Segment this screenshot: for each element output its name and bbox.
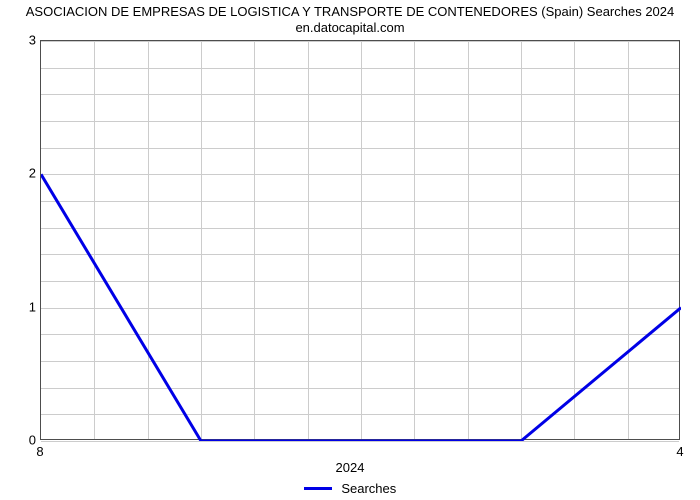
y-tick-label: 3: [6, 33, 36, 48]
y-tick-label: 0: [6, 433, 36, 448]
legend: Searches: [0, 480, 700, 496]
x-axis-label: 2024: [0, 460, 700, 475]
y-tick-label: 2: [6, 166, 36, 181]
series-polyline: [41, 174, 681, 441]
y-tick-label: 1: [6, 299, 36, 314]
chart-title-line1: ASOCIACION DE EMPRESAS DE LOGISTICA Y TR…: [0, 4, 700, 19]
x-tick-label: 4: [676, 444, 683, 459]
gridline-h: [41, 441, 679, 442]
legend-swatch: [304, 487, 332, 490]
x-tick-label: 8: [36, 444, 43, 459]
series-line: [41, 41, 681, 441]
plot-area: [40, 40, 680, 440]
legend-label: Searches: [341, 481, 396, 496]
searches-line-chart: ASOCIACION DE EMPRESAS DE LOGISTICA Y TR…: [0, 0, 700, 500]
chart-title-line2: en.datocapital.com: [0, 20, 700, 35]
